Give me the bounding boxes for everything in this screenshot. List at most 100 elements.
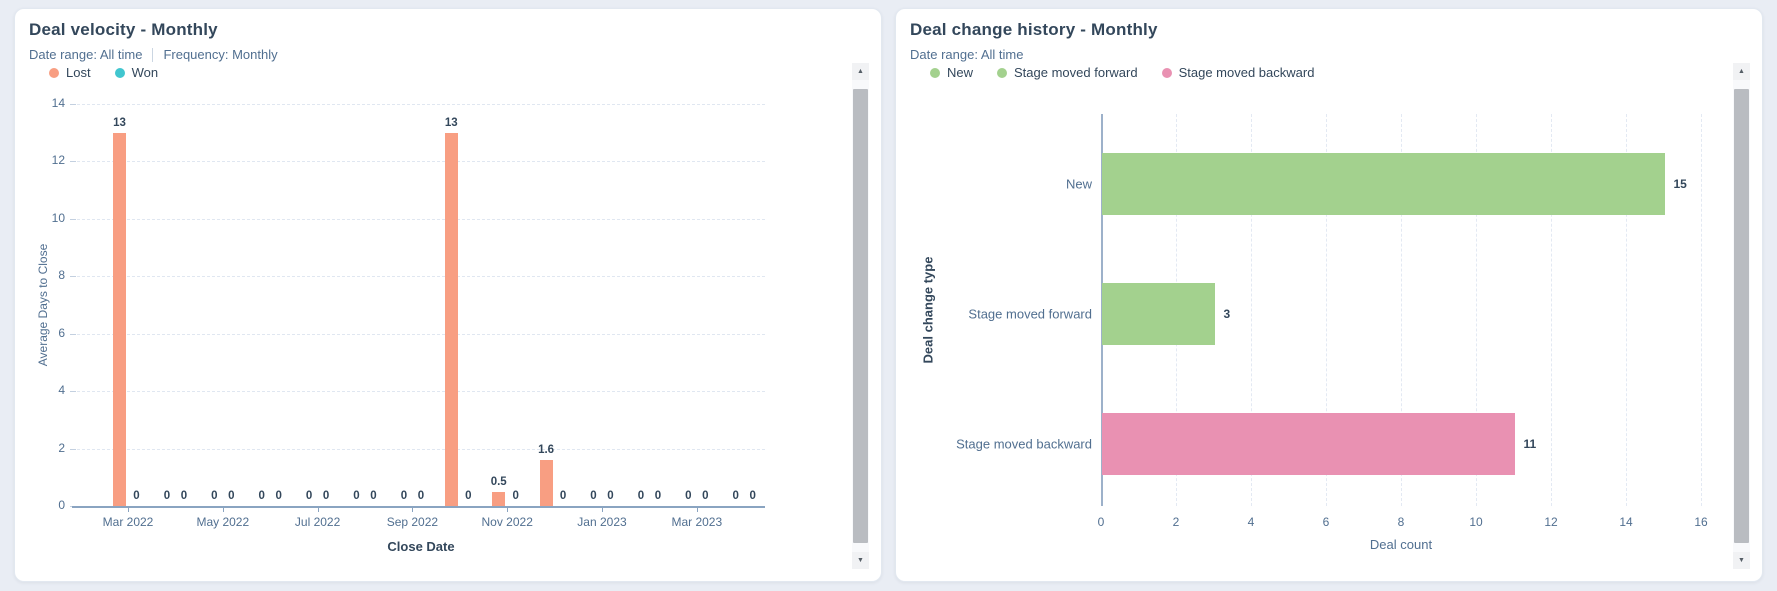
gridline-x-8: [1401, 114, 1402, 506]
y-tick-label: 4: [58, 383, 65, 398]
y-axis-title: Deal change type: [920, 256, 936, 364]
gridline-x-16: [1701, 114, 1702, 506]
bar-lost-oct-2022[interactable]: [444, 132, 458, 506]
scrollbar-track[interactable]: [852, 80, 869, 552]
legend-item-new[interactable]: New: [930, 65, 973, 80]
gridline-y-10: [77, 218, 765, 220]
bar-value-label: 13: [113, 116, 126, 129]
bar-value-label: 11: [1523, 437, 1537, 451]
legend-dot-icon: [1161, 67, 1172, 78]
scroll-up-icon[interactable]: ▲: [852, 63, 869, 80]
x-tick-label: 6: [1322, 515, 1330, 529]
category-label-new: New: [1065, 176, 1092, 192]
y-tick-label: 14: [51, 96, 65, 110]
y-tick-mark: [70, 391, 76, 393]
legend-dot-icon: [49, 67, 59, 78]
x-tick-label: Nov 2022: [481, 515, 533, 529]
x-tick-label: 16: [1694, 515, 1708, 529]
legend-label: Stage moved forward: [1014, 65, 1138, 80]
legend-item-lost[interactable]: Lost: [49, 65, 91, 80]
y-tick-mark: [70, 448, 76, 450]
bar-value-label: 13: [444, 116, 458, 129]
bar-value-label: 0: [637, 490, 645, 502]
y-tick-label: 6: [58, 325, 65, 340]
gridline-x-6: [1326, 114, 1327, 506]
x-tick-label: Jul 2022: [294, 515, 341, 529]
x-tick-label: 10: [1469, 515, 1483, 529]
legend-label: New: [947, 65, 974, 80]
bar-value-label: 0: [133, 490, 140, 502]
y-tick-label: 8: [58, 268, 65, 283]
bar-value-label: 0: [685, 490, 692, 502]
deal-change-history-chart: 0 2 4 6 8 10 12 14 16 15 New 3 Stage moved forward 11…: [896, 9, 1762, 581]
x-tick-label: 8: [1397, 515, 1405, 529]
gridline-x-4: [1251, 114, 1252, 506]
vertical-scrollbar[interactable]: ▲ ▼: [1733, 63, 1750, 569]
y-tick-mark: [70, 104, 76, 105]
legend-item-stage-moved-backward[interactable]: Stage moved backward: [1161, 65, 1315, 80]
scrollbar-thumb[interactable]: [853, 89, 868, 543]
bar-lost-dec-2022[interactable]: [539, 460, 553, 506]
legend-item-won[interactable]: Won: [114, 65, 158, 80]
gridline-y-6: [77, 333, 765, 335]
x-tick-label: 2: [1172, 515, 1180, 529]
x-tick-mark: [602, 507, 603, 512]
gridline-y-2: [77, 448, 765, 450]
chart-legend: New Stage moved forward Stage moved backwa…: [930, 65, 1314, 80]
frequency-filter-label: Frequency: Monthly: [163, 47, 278, 62]
x-tick-label: May 2022: [196, 515, 250, 529]
bar-value-label: 0: [654, 490, 662, 502]
bar-value-label: 0: [512, 490, 519, 502]
legend-item-stage-moved-forward[interactable]: Stage moved forward: [997, 65, 1138, 80]
bar-value-label: 0: [258, 490, 265, 502]
bar-lost-mar-2022[interactable]: [113, 132, 126, 506]
x-axis-title: Close Date: [387, 539, 455, 554]
bar-value-label: 15: [1673, 177, 1687, 191]
bar-lost-nov-2022[interactable]: [492, 491, 506, 506]
deal-change-history-report-card: Deal change history - Monthly Date range…: [895, 8, 1763, 582]
bar-stage-moved-forward[interactable]: [1102, 283, 1215, 345]
gridline-x-14: [1626, 114, 1627, 506]
category-label-stage-moved-forward: Stage moved forward: [968, 306, 1092, 322]
bar-value-label: 0: [732, 490, 739, 502]
bar-new[interactable]: [1102, 153, 1665, 215]
deal-velocity-report-card: Deal velocity - Monthly Date range: All …: [14, 8, 882, 582]
scroll-up-icon[interactable]: ▲: [1733, 63, 1750, 80]
report-title: Deal velocity - Monthly: [29, 20, 218, 39]
bar-value-label: 0: [400, 490, 408, 502]
bar-value-label: 1.6: [538, 444, 555, 457]
bar-value-label: 0: [607, 490, 614, 502]
y-tick-mark: [70, 218, 76, 220]
report-title: Deal change history - Monthly: [910, 20, 1158, 39]
scrollbar-thumb[interactable]: [1734, 89, 1749, 543]
x-axis-line: [72, 506, 765, 508]
bar-stage-moved-backward[interactable]: [1102, 413, 1515, 475]
x-tick-label: Jan 2023: [577, 515, 627, 529]
y-tick-mark: [70, 161, 76, 163]
scrollbar-track[interactable]: [1733, 80, 1750, 552]
chart-legend: Lost Won: [49, 65, 158, 80]
bar-value-label: 0: [163, 490, 171, 502]
bar-value-label: 0: [559, 490, 567, 502]
bar-value-label: 3: [1223, 307, 1231, 321]
gridline-y-12: [77, 161, 765, 163]
bar-value-label: 0.5: [490, 475, 507, 488]
scroll-down-icon[interactable]: ▼: [852, 552, 869, 569]
x-tick-mark: [507, 507, 509, 512]
bar-value-label: 0: [228, 490, 235, 502]
legend-dot-icon: [114, 67, 125, 78]
y-tick-label: 2: [58, 440, 65, 455]
y-axis-title: Average Days to Close: [36, 243, 50, 367]
vertical-scrollbar[interactable]: ▲ ▼: [852, 63, 869, 569]
scroll-down-icon[interactable]: ▼: [1733, 552, 1750, 569]
x-tick-label: Sep 2022: [386, 515, 439, 529]
legend-label: Stage moved backward: [1178, 65, 1315, 80]
bar-value-label: 0: [180, 490, 188, 502]
x-tick-label: 0: [1097, 515, 1105, 529]
x-tick-mark: [222, 507, 224, 512]
bar-value-label: 0: [353, 490, 360, 502]
x-tick-mark: [412, 507, 414, 512]
report-filters: Date range: All time Frequency: Monthly: [29, 47, 278, 62]
legend-dot-icon: [997, 67, 1008, 78]
gridline-y-14: [77, 104, 765, 105]
